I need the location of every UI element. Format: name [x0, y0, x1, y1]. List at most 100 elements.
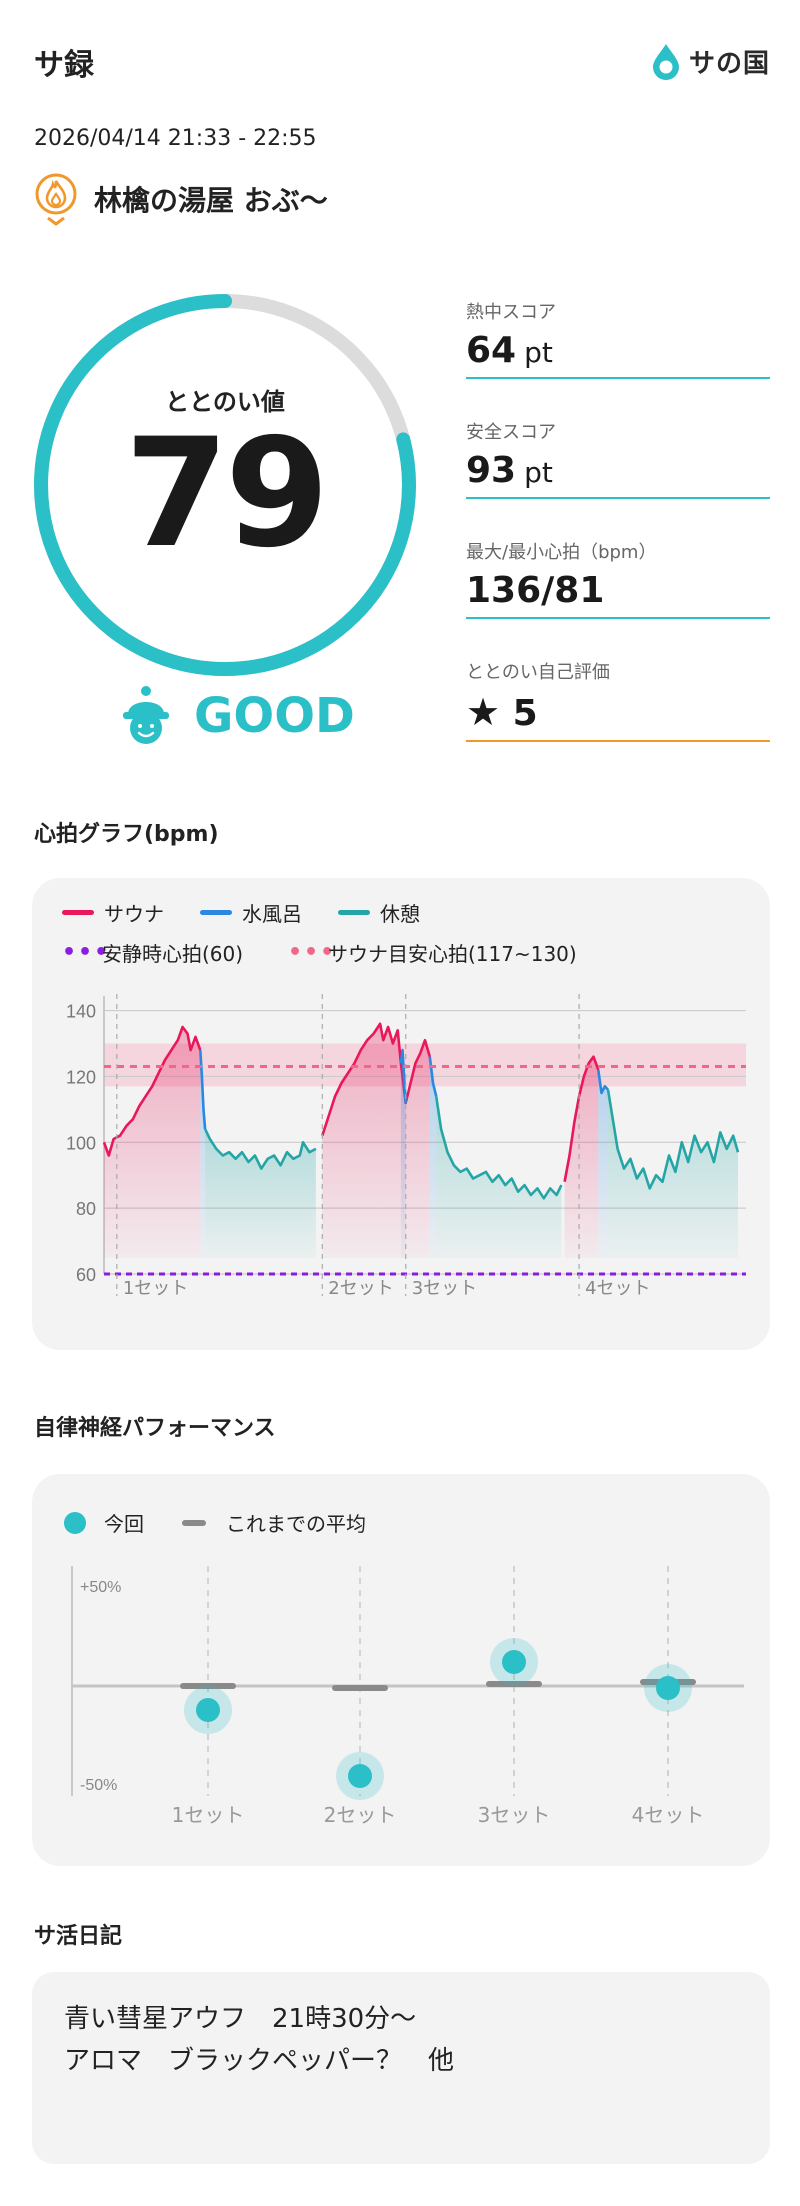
category-label: 2セット: [324, 1803, 397, 1827]
legend-current: 今回: [64, 1508, 144, 1537]
legend-swatch: •••: [62, 939, 111, 965]
sauna-line: [321, 1022, 432, 1137]
legend-swatch: [62, 910, 94, 915]
set-label: 1セット: [123, 1278, 188, 1299]
current-point: [196, 1698, 220, 1722]
current-point: [656, 1676, 680, 1700]
metric-value: 5: [512, 693, 538, 734]
facility-row[interactable]: 林檎の湯屋 おぶ～: [34, 172, 328, 226]
sauna-line: [102, 1025, 202, 1157]
set-label: 3セット: [412, 1278, 477, 1299]
metric-value: 93: [466, 450, 517, 491]
category-label: 3セット: [478, 1803, 551, 1827]
metric-label: ととのい自己評価: [466, 662, 610, 683]
diary-line: アロマ ブラックペッパー？ 他: [64, 2046, 455, 2076]
heart-rate-card: サウナ 水風呂 休憩 ••• 安静時心拍(60) ••• サウナ目安心拍(117…: [32, 878, 770, 1350]
ans-performance-chart: +50% -50% 1セット 2セット 3セット 4セット: [71, 1566, 744, 1827]
grade-badge: GOOD: [118, 684, 355, 748]
legend-label: 水風呂: [242, 902, 302, 926]
ans-section-title: 自律神経パフォーマンス: [34, 1416, 276, 1441]
diary-section-title: サ活日記: [34, 1924, 123, 1949]
category-label: 1セット: [172, 1803, 245, 1827]
facility-name: 林檎の湯屋 おぶ～: [94, 184, 328, 217]
current-point: [348, 1764, 372, 1788]
water-area: [200, 1050, 206, 1258]
metric-unit: pt: [524, 336, 553, 369]
set-label: 4セット: [585, 1278, 650, 1299]
average-marker: [486, 1681, 542, 1687]
y-tick-label: 100: [66, 1133, 96, 1153]
metric-value: 136/81: [466, 570, 605, 611]
y-tick-label: +50%: [80, 1579, 121, 1596]
star-icon: ★: [466, 690, 501, 734]
metric-self-rating: ととのい自己評価 ★ 5: [466, 658, 770, 742]
y-tick-label: 80: [76, 1199, 96, 1219]
gauge-progress-arc: [34, 294, 416, 676]
y-tick-label: -50%: [80, 1777, 117, 1794]
sauna-hat-face-icon: [123, 686, 169, 744]
brand-logo: サの国: [649, 42, 770, 80]
water-drop-icon: [652, 44, 679, 80]
metric-label: 安全スコア: [466, 422, 556, 443]
brand-name: サの国: [688, 48, 770, 79]
metric-max-min-hr: 最大/最小心拍（bpm） 136/81: [466, 538, 770, 619]
legend-label: 安静時心拍(60): [102, 942, 244, 966]
divider: [466, 740, 770, 742]
heart-rate-section-title: 心拍グラフ(bpm): [34, 822, 219, 847]
legend-label: サウナ目安心拍(117~130): [328, 942, 577, 966]
divider: [466, 497, 770, 499]
diary-card[interactable]: 青い彗星アウフ 21時30分～ アロマ ブラックペッパー？ 他: [32, 1972, 770, 2164]
rest-area: [608, 1089, 738, 1258]
average-marker: [180, 1683, 236, 1689]
legend-label: 今回: [104, 1512, 144, 1536]
sauna-area: [564, 1056, 599, 1258]
metric-heat-score: 熱中スコア 64 pt: [466, 298, 770, 379]
y-tick-label: 140: [66, 1002, 96, 1022]
category-label: 4セット: [632, 1803, 705, 1827]
legend-label: 休憩: [380, 902, 420, 926]
legend-sauna: サウナ: [62, 898, 164, 927]
water-line: [399, 1048, 407, 1103]
diary-line: 青い彗星アウフ 21時30分～: [64, 2004, 417, 2034]
metric-label: 最大/最小心拍（bpm）: [466, 542, 657, 563]
totonoi-gauge: [34, 294, 416, 676]
grade-text: GOOD: [194, 688, 355, 744]
legend-average: これまでの平均: [182, 1508, 366, 1537]
heart-rate-chart: 140 120 100 80 60 1セット 2セット 3セット 4セット: [66, 994, 746, 1299]
water-line: [199, 1050, 207, 1130]
metric-value: 64: [466, 330, 517, 371]
legend-swatch: [338, 910, 370, 915]
legend-water: 水風呂: [200, 898, 302, 927]
legend-swatch: [182, 1519, 206, 1526]
rest-line: [606, 1089, 740, 1190]
metric-label: 熱中スコア: [466, 302, 556, 323]
session-datetime: 2026/04/14 21:33 - 22:55: [34, 126, 317, 151]
average-marker: [332, 1685, 388, 1691]
legend-swatch: [200, 910, 232, 915]
ans-card: 今回 これまでの平均 +50% -50% 1セット 2セット 3セット 4セット: [32, 1474, 770, 1866]
metric-safety-score: 安全スコア 93 pt: [466, 418, 770, 499]
legend-swatch: •••: [288, 939, 337, 965]
divider: [466, 377, 770, 379]
y-tick-label: 120: [66, 1067, 96, 1087]
legend-label: これまでの平均: [226, 1512, 366, 1536]
sauna-line: [563, 1055, 600, 1183]
rest-line: [434, 1096, 563, 1200]
legend-rest: 休憩: [338, 898, 420, 927]
legend-label: サウナ: [104, 902, 164, 926]
metric-unit: pt: [524, 456, 553, 489]
gauge-label: ととのい値: [165, 388, 285, 416]
water-line: [597, 1069, 609, 1095]
set-label: 2セット: [328, 1278, 393, 1299]
flame-pin-icon: [35, 173, 77, 226]
legend-swatch: [64, 1511, 86, 1534]
y-tick-label: 60: [76, 1265, 96, 1285]
sauna-area: [104, 1027, 201, 1258]
current-point: [502, 1650, 526, 1674]
app-title: サ録: [34, 48, 94, 83]
legend-resting-hr: ••• 安静時心拍(60): [62, 938, 243, 967]
rest-area: [205, 1129, 316, 1258]
divider: [466, 617, 770, 619]
legend-target-hr: ••• サウナ目安心拍(117~130): [288, 938, 577, 967]
gauge-value: 79: [124, 407, 330, 581]
